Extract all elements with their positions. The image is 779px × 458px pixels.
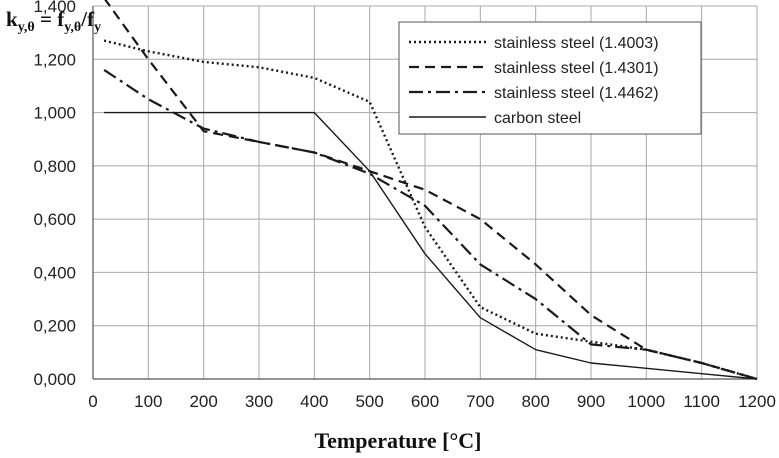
- x-tick-label: 600: [411, 392, 439, 411]
- x-axis-title: Temperature [°C]: [314, 428, 481, 453]
- y-axis-title-k-sub: y,θ: [18, 20, 35, 35]
- legend-box: [398, 21, 702, 135]
- legend-label-4: carbon steel: [494, 110, 581, 127]
- y-axis-title-k: k: [6, 7, 18, 31]
- y-axis-title-slash: /: [80, 7, 88, 31]
- x-tick-label: 500: [355, 392, 383, 411]
- y-axis-title-f2-sub: y: [94, 20, 101, 35]
- x-tick-label: 1000: [627, 392, 665, 411]
- y-axis-title-f1-sub: y,θ: [64, 20, 81, 35]
- x-tick-label: 1200: [738, 392, 776, 411]
- x-tick-label: 300: [245, 392, 273, 411]
- series-layer: [103, 0, 758, 381]
- x-tick-label: 200: [189, 392, 217, 411]
- y-tick-label: 0,200: [33, 317, 76, 336]
- y-tick-label: 1,000: [33, 104, 76, 123]
- legend: stainless steel (1.4003) stainless steel …: [398, 21, 702, 135]
- x-tick-label: 0: [88, 392, 97, 411]
- y-tick-label: 1,200: [33, 50, 76, 69]
- legend-label-3: stainless steel (1.4462): [494, 85, 659, 102]
- series-line-4: [104, 111, 758, 380]
- legend-label-1: stainless steel (1.4003): [494, 35, 659, 52]
- x-tick-label: 1100: [683, 392, 720, 411]
- x-tick-label: 900: [577, 392, 605, 411]
- legend-label-2: stainless steel (1.4301): [494, 60, 659, 77]
- x-tick-labels: 0 100 200 300 400 500 600 700 800 900 1000 1100 1200: [88, 392, 776, 411]
- y-tick-label: 0,600: [33, 210, 76, 229]
- y-tick-label: 0,800: [33, 157, 76, 176]
- x-tick-label: 700: [466, 392, 494, 411]
- series-line-3: [103, 68, 758, 381]
- y-tick-label: 0,400: [33, 263, 76, 282]
- y-axis-title-eq: =: [35, 7, 57, 31]
- y-tick-labels: 0,000 0,200 0,400 0,600 0,800 1,000 1,200 1,400: [33, 0, 76, 389]
- y-axis-title-f1: f: [57, 7, 65, 31]
- y-axis-title-f2: f: [87, 7, 95, 31]
- y-tick-label: 0,000: [33, 370, 76, 389]
- y-axis-title: ky,θ = fy,θ/fy: [6, 7, 101, 35]
- series-line-2: [104, 0, 758, 381]
- x-tick-label: 400: [300, 392, 328, 411]
- x-tick-label: 800: [521, 392, 549, 411]
- x-tick-label: 100: [134, 392, 162, 411]
- y-tick-label: 1,400: [33, 0, 76, 16]
